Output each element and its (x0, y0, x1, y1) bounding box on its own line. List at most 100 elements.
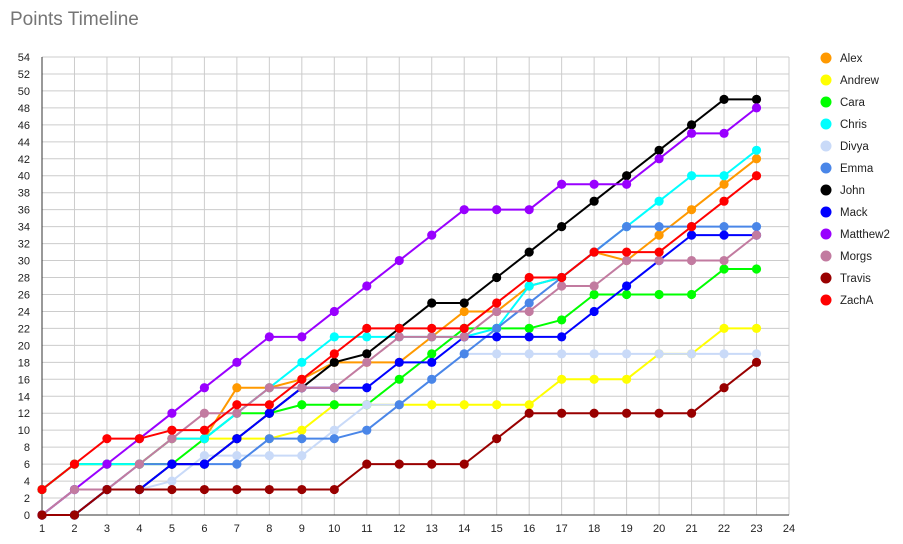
data-point-mack (557, 332, 567, 342)
data-point-travis (264, 484, 274, 495)
data-point-travis (134, 484, 145, 495)
data-point-travis (524, 408, 534, 418)
data-point-morgs (362, 357, 372, 367)
data-point-travis (589, 408, 599, 418)
data-point-andrew (589, 374, 599, 384)
data-point-emma (751, 222, 762, 232)
data-point-matthew2 (427, 230, 437, 240)
legend-item-cara: Cara (820, 96, 866, 109)
data-point-morgs (134, 459, 145, 469)
data-point-morgs (686, 255, 697, 266)
data-point-divya (557, 349, 567, 359)
x-tick-label: 19 (620, 523, 632, 535)
legend-swatch (820, 184, 832, 196)
data-point-divya (719, 349, 729, 359)
data-point-john (329, 357, 339, 367)
data-point-zacha (524, 272, 534, 283)
data-point-cara (622, 289, 632, 300)
data-point-alex (751, 154, 762, 164)
data-point-emma (362, 425, 372, 435)
data-point-travis (427, 459, 437, 469)
data-point-matthew2 (329, 306, 339, 317)
data-point-zacha (297, 374, 307, 384)
legend-item-matthew2: Matthew2 (820, 228, 890, 241)
x-tick-label: 22 (718, 523, 730, 535)
series-zacha (37, 171, 762, 495)
legend-label: Morgs (840, 251, 872, 263)
data-point-matthew2 (589, 179, 599, 189)
x-tick-label: 1 (39, 523, 45, 535)
data-point-chris (751, 145, 762, 155)
data-point-zacha (589, 247, 599, 257)
x-tick-label: 20 (653, 523, 665, 535)
legend-label: ZachA (840, 295, 874, 307)
data-point-morgs (492, 306, 502, 317)
data-point-emma (232, 459, 242, 469)
data-point-zacha (232, 400, 242, 410)
data-point-morgs (199, 408, 209, 418)
legend-label: Andrew (840, 75, 880, 87)
legend-swatch (820, 52, 832, 64)
data-point-emma (492, 323, 502, 334)
data-point-matthew2 (654, 154, 664, 164)
data-point-emma (719, 222, 729, 232)
y-tick-label: 24 (18, 306, 30, 318)
y-tick-label: 28 (18, 273, 30, 285)
data-point-morgs (329, 383, 339, 393)
data-point-matthew2 (524, 205, 534, 215)
y-tick-label: 42 (18, 154, 30, 166)
data-point-zacha (264, 400, 274, 410)
data-point-matthew2 (199, 383, 209, 393)
data-point-travis (199, 484, 209, 495)
data-point-zacha (37, 484, 47, 495)
legend-label: Mack (840, 207, 868, 219)
data-point-andrew (751, 323, 762, 334)
data-point-morgs (524, 306, 534, 317)
data-point-zacha (557, 272, 567, 283)
y-tick-label: 12 (18, 408, 30, 420)
x-tick-label: 4 (136, 523, 142, 535)
data-point-morgs (264, 383, 274, 393)
data-point-matthew2 (492, 205, 502, 215)
y-tick-label: 50 (18, 86, 30, 98)
data-point-travis (686, 408, 697, 418)
data-point-emma (264, 434, 274, 444)
data-point-travis (751, 357, 762, 367)
data-point-john (362, 349, 372, 359)
data-point-john (654, 145, 664, 155)
data-point-mack (362, 383, 372, 393)
data-point-morgs (232, 408, 242, 418)
data-point-morgs (394, 332, 404, 342)
legend-swatch (820, 206, 832, 218)
y-tick-labels: 0246810121416182022242628303234363840424… (18, 52, 30, 522)
data-point-travis (69, 510, 80, 520)
data-point-john (427, 298, 437, 308)
data-point-divya (654, 349, 664, 359)
data-point-travis (329, 484, 339, 495)
data-point-cara (686, 289, 697, 300)
y-tick-label: 8 (24, 442, 30, 454)
data-point-morgs (719, 255, 729, 266)
y-tick-label: 4 (24, 476, 30, 488)
data-point-andrew (557, 374, 567, 384)
y-tick-label: 52 (18, 69, 30, 81)
data-point-divya (622, 349, 632, 359)
data-point-cara (557, 315, 567, 325)
data-point-travis (167, 484, 177, 495)
data-point-emma (427, 374, 437, 384)
data-point-divya (492, 349, 502, 359)
data-point-john (459, 298, 469, 308)
data-point-travis (557, 408, 567, 418)
data-point-mack (167, 459, 177, 469)
legend-label: Divya (840, 141, 869, 153)
data-point-john (557, 222, 567, 232)
x-tick-label: 7 (234, 523, 240, 535)
data-point-mack (492, 332, 502, 342)
grid (41, 56, 790, 516)
data-point-mack (394, 357, 404, 367)
x-tick-label: 3 (104, 523, 110, 535)
series-group (37, 94, 762, 520)
data-point-matthew2 (167, 408, 177, 418)
data-point-zacha (362, 323, 372, 334)
x-tick-label: 13 (426, 523, 438, 535)
